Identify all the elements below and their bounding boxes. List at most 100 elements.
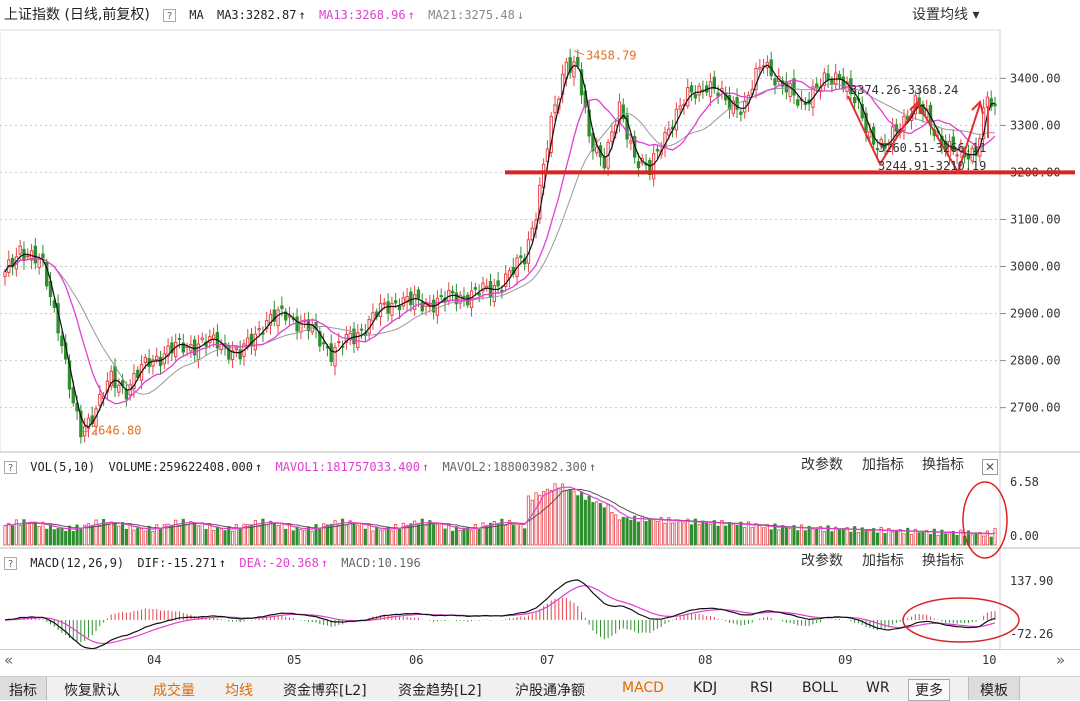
tab-wr[interactable]: WR (866, 680, 890, 696)
volume-bar (276, 525, 280, 546)
candle-body (155, 355, 159, 361)
volume-bar (155, 524, 159, 546)
candle-body (60, 335, 64, 347)
volume-bar (762, 527, 766, 546)
volume-help-icon[interactable]: ? (4, 461, 17, 474)
tab-capital-trend[interactable]: 资金趋势[L2] (398, 683, 482, 699)
volume-bar (913, 528, 917, 546)
candle-body (318, 331, 322, 347)
volume-bar (716, 525, 720, 546)
help-icon[interactable]: ? (163, 9, 177, 22)
volume-bar (454, 526, 458, 546)
volume-bar (344, 524, 348, 546)
tab-indicators[interactable]: 指标 (0, 677, 47, 700)
candle-body (985, 96, 990, 108)
volume-bar (640, 515, 644, 546)
volume-bar (982, 535, 986, 546)
volume-bar (993, 528, 997, 546)
tab-restore-default[interactable]: 恢复默认 (64, 683, 120, 699)
volume-bar (56, 528, 60, 546)
candle-body (477, 292, 481, 296)
volume-bar (196, 525, 201, 546)
macd-switch-indicator-button[interactable]: 换指标 (922, 553, 964, 569)
volume-bar (549, 490, 553, 546)
scroll-right-icon[interactable]: » (1056, 651, 1066, 669)
volume-bar (856, 532, 861, 546)
volume-bar (14, 519, 18, 546)
volume-bar (523, 528, 527, 546)
volume-bar (727, 522, 732, 546)
volume-bar (735, 525, 739, 546)
volume-bar (147, 525, 151, 546)
ma-settings-dropdown[interactable]: 设置均线 ▾ (912, 7, 980, 23)
price-tick-label: 3000.00 (1010, 260, 1061, 274)
candle-body (177, 337, 182, 340)
candle-body (458, 294, 462, 304)
tab-moving-average[interactable]: 均线 (225, 683, 253, 699)
tab-rsi[interactable]: RSI (750, 680, 773, 696)
month-label: 10 (982, 653, 997, 667)
candle-body (981, 107, 986, 140)
tab-capital-game[interactable]: 资金博弈[L2] (283, 683, 367, 699)
volume-switch-indicator-button[interactable]: 换指标 (922, 457, 964, 473)
volume-bar (921, 531, 925, 546)
volume-bar (545, 488, 549, 546)
candle-body (124, 389, 129, 400)
tab-northbound-net[interactable]: 沪股通净额 (515, 683, 585, 699)
month-label: 07 (540, 653, 555, 667)
volume-close-icon[interactable]: ✕ (982, 459, 998, 475)
candle-body (454, 292, 459, 305)
volume-add-indicator-button[interactable]: 加指标 (862, 457, 904, 473)
candle-body (792, 78, 796, 96)
volume-bar (663, 522, 667, 546)
volume-bar (257, 524, 261, 546)
volume-bar (303, 529, 307, 546)
candle-body (727, 95, 732, 110)
volume-bar (162, 524, 166, 546)
indicator-tab-bar: 指标 恢复默认 成交量 均线 资金博弈[L2] 资金趋势[L2] 沪股通净额 M… (0, 676, 1080, 701)
volume-bar (682, 522, 686, 546)
volume-bar (841, 529, 845, 546)
volume-bar (60, 527, 64, 546)
more-button[interactable]: 更多 (908, 679, 950, 701)
candle-body (951, 136, 955, 152)
candle-body (196, 343, 201, 360)
volume-bar (420, 518, 424, 546)
scroll-left-icon[interactable]: « (4, 651, 14, 669)
tab-boll[interactable]: BOLL (802, 680, 838, 696)
volume-bar (79, 527, 83, 546)
candle-body (450, 290, 455, 294)
volume-bar (473, 523, 477, 546)
macd-value: MACD:10.196 (341, 556, 421, 570)
volume-bar (811, 528, 815, 546)
candle-body (265, 320, 269, 330)
volume-bar (359, 523, 364, 546)
volume-bar (193, 522, 197, 546)
ma-label: MA (189, 8, 204, 22)
macd-add-indicator-button[interactable]: 加指标 (862, 553, 904, 569)
tab-volume[interactable]: 成交量 (153, 683, 195, 699)
volume-bar (902, 533, 906, 546)
candle-body (79, 410, 83, 438)
tab-kdj[interactable]: KDJ (693, 680, 718, 696)
price-tick-label: 2900.00 (1010, 307, 1061, 321)
macd-header: ? MACD(12,26,9) DIF:-15.271 ↑ DEA:-20.368… (4, 555, 427, 571)
volume-edit-params-button[interactable]: 改参数 (801, 457, 843, 473)
volume-bar (272, 523, 276, 546)
macd-help-icon[interactable]: ? (4, 557, 17, 570)
volume-bar (652, 518, 656, 546)
tab-macd[interactable]: MACD (622, 680, 664, 696)
candle-body (879, 138, 883, 146)
template-button[interactable]: 模板 (968, 677, 1020, 700)
candle-body (382, 302, 386, 305)
candle-body (651, 153, 656, 180)
candle-body (132, 372, 136, 389)
volume-bar (113, 522, 117, 546)
volume-bar (746, 521, 751, 546)
candle-body (553, 104, 557, 114)
candle-body (796, 99, 800, 106)
month-label: 09 (838, 653, 853, 667)
volume-bar (287, 523, 292, 546)
macd-edit-params-button[interactable]: 改参数 (801, 553, 843, 569)
